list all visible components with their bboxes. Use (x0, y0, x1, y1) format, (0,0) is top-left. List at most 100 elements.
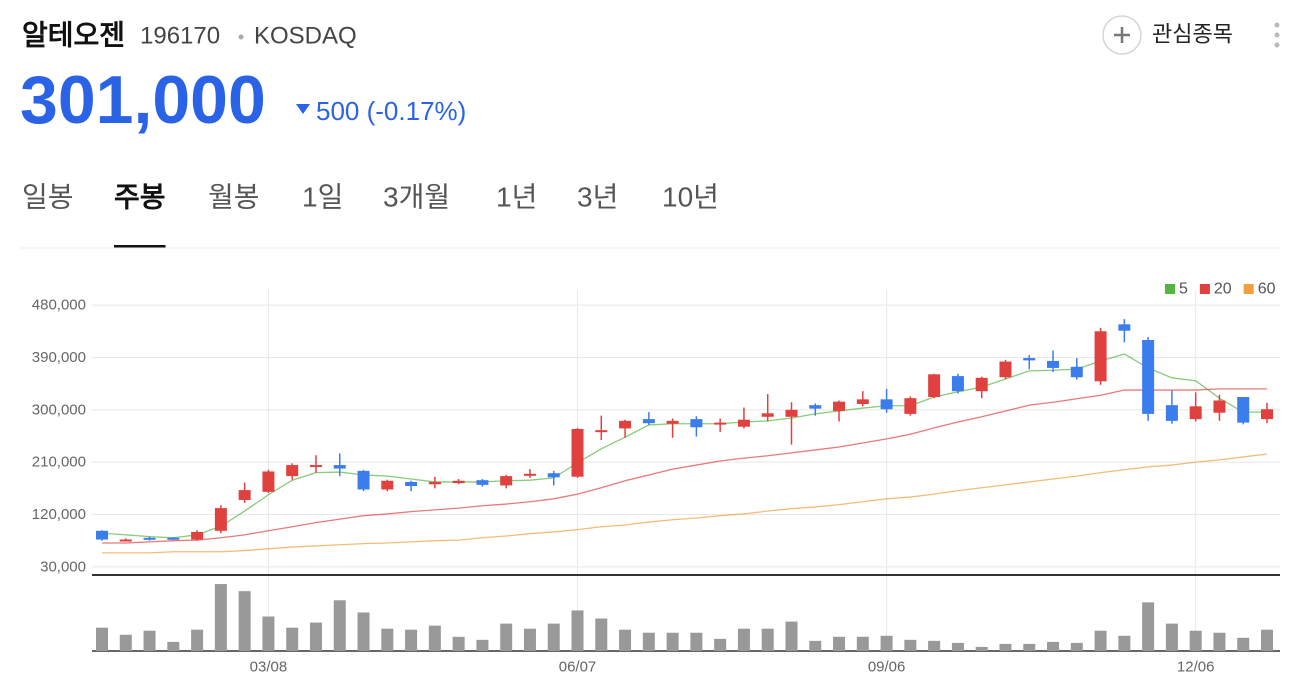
tab[interactable]: 10년 (662, 182, 719, 213)
candle-body (143, 537, 156, 540)
dot (1274, 42, 1280, 48)
legend-swatch (1243, 284, 1254, 294)
market: KOSDAQ (254, 23, 357, 50)
volume-bar (951, 642, 964, 651)
candle-body (999, 361, 1012, 378)
y-tick-label: 30,000 (40, 558, 86, 575)
candle-body (1118, 324, 1131, 331)
candle-body (523, 473, 536, 476)
candle-body (1094, 331, 1107, 382)
volume-bar (452, 636, 465, 651)
volume-bar (1237, 637, 1250, 651)
candle-body (666, 420, 679, 424)
volume-bar (1118, 635, 1131, 651)
price-change: 500 (-0.17%) (316, 96, 466, 126)
x-tick-label: 06/07 (559, 659, 597, 676)
volume-bar (1165, 623, 1178, 651)
volume-bar (428, 625, 441, 651)
volume-bar (666, 632, 679, 651)
volume-bar (167, 641, 180, 651)
volume-bar (1189, 630, 1202, 651)
candle-body (833, 401, 846, 411)
candle-body (690, 419, 703, 428)
price: 301,000 (20, 62, 266, 138)
volume-bar (333, 600, 346, 651)
volume-bar (833, 636, 846, 651)
candle-body (167, 537, 180, 540)
volume-bar (999, 643, 1012, 651)
tabs: 일봉 주봉 월봉 1일 3개월 1년 3년 10년 (22, 182, 719, 248)
candle-body (238, 490, 251, 500)
candle-body (1023, 358, 1036, 361)
candle-body (571, 429, 584, 477)
candle-body (119, 539, 132, 542)
x-tick-label: 03/08 (250, 659, 288, 676)
volume-bar (761, 628, 774, 651)
volume-bar (904, 639, 917, 651)
dot (1274, 22, 1280, 28)
candle-body (309, 465, 322, 468)
candle-body (547, 473, 560, 478)
candle-body (357, 470, 370, 490)
candle-body (500, 476, 513, 486)
tab[interactable]: 월봉 (208, 182, 260, 213)
tab[interactable]: 3년 (577, 182, 618, 213)
volume-bar (238, 591, 251, 651)
candle-body (262, 471, 275, 492)
volume-bar (214, 584, 227, 651)
volume-bar (547, 623, 560, 651)
candle-body (951, 376, 964, 392)
volume-bar (595, 618, 608, 651)
volume-bar (856, 636, 869, 651)
ma-line (102, 453, 1268, 554)
volume-bar (1023, 643, 1036, 651)
candle-body (214, 508, 227, 531)
volume-bar (1142, 602, 1155, 651)
volume-bar (619, 629, 632, 651)
candle-body (333, 465, 346, 469)
tab[interactable]: 1일 (302, 182, 343, 213)
volume-bar (143, 630, 156, 651)
candle-body (452, 480, 465, 484)
candle-body (1213, 400, 1226, 413)
candle-body (928, 374, 941, 398)
tab[interactable]: 1년 (496, 182, 537, 213)
watch-label: 관심종목 (1152, 22, 1233, 47)
plus-icon (1114, 27, 1130, 43)
volume-bar (476, 639, 489, 651)
volume-bar (262, 616, 275, 651)
x-tick-label: 12/06 (1177, 659, 1215, 676)
candle-body (405, 481, 418, 487)
volume-bar (737, 628, 750, 651)
candle-body (1047, 360, 1060, 368)
candle-body (476, 480, 489, 485)
candle-body (1261, 409, 1273, 420)
ma-line (101, 353, 1267, 539)
volume-bar (523, 628, 536, 651)
candle-body (286, 465, 299, 477)
volume-bar (571, 610, 584, 651)
legend-label: 20 (1214, 281, 1232, 298)
candle-body (191, 531, 204, 540)
stock-name: 알테오젠 (22, 20, 125, 51)
more-menu[interactable] (1274, 22, 1280, 48)
candle-body (428, 481, 441, 485)
ma-line (102, 388, 1267, 544)
candle-body (619, 420, 632, 429)
volume-bar (357, 612, 370, 651)
candle-body (975, 377, 988, 392)
candle-body (1237, 397, 1250, 423)
candle-body (595, 430, 608, 433)
volume-bar (1261, 629, 1273, 651)
tab[interactable]: 일봉 (22, 182, 74, 213)
volume-bar (975, 646, 988, 651)
down-arrow (296, 104, 310, 114)
watch-button[interactable]: 관심종목 (1102, 15, 1233, 55)
stock-code: 196170 (140, 23, 220, 50)
x-tick-label: 09/06 (868, 659, 906, 676)
volume-bar (642, 632, 655, 651)
volume-bar (809, 640, 822, 651)
tab[interactable]: 3개월 (383, 182, 450, 213)
tab[interactable]: 주봉 (114, 182, 166, 213)
